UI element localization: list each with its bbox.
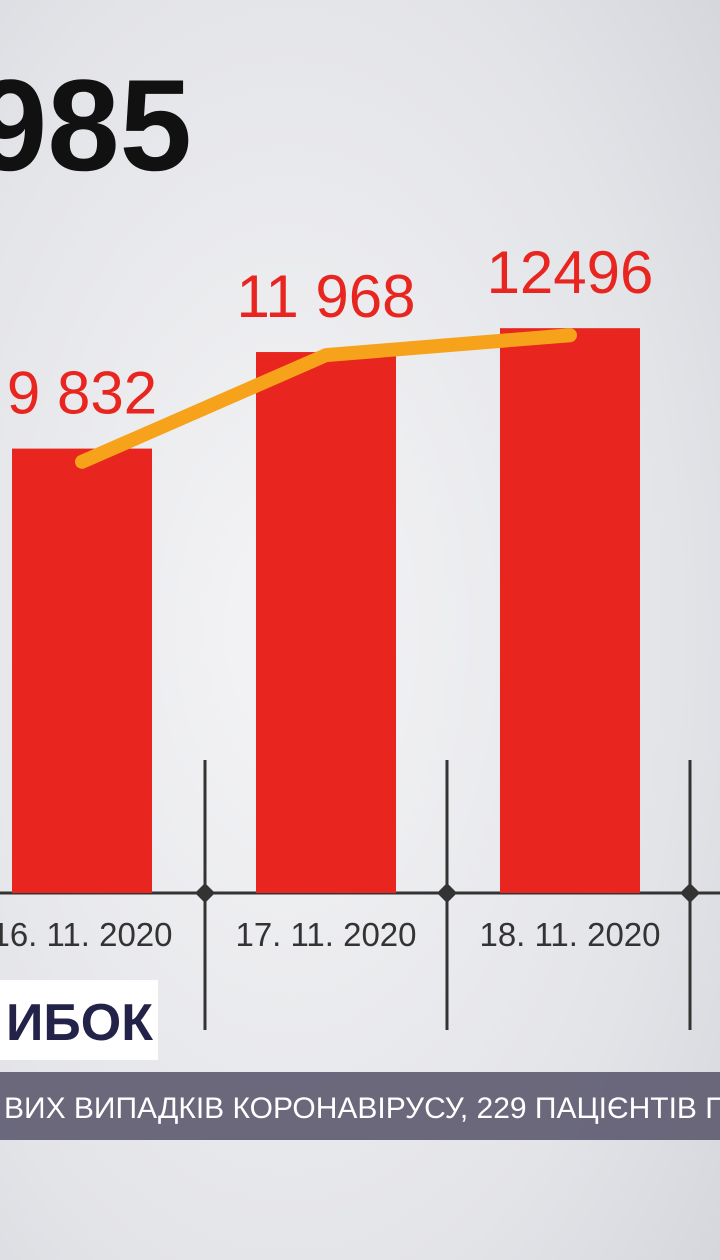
diamond bbox=[437, 883, 457, 903]
trend-line bbox=[75, 328, 577, 469]
bars bbox=[12, 328, 640, 893]
overlay: 9 832 16. 11. 2020 11 968 17. 11. 2020 12496… bbox=[0, 239, 661, 953]
value-label: 12496 bbox=[487, 239, 654, 306]
banner-box bbox=[0, 980, 158, 1060]
ticker-bar bbox=[0, 1072, 720, 1140]
ticker-text: ВИХ ВИПАДКІВ КОРОНАВІРУСУ, 229 ПАЦІЄНТІВ… bbox=[4, 1092, 720, 1125]
x-tick-label: 16. 11. 2020 bbox=[0, 916, 173, 953]
bar bbox=[500, 328, 640, 893]
x-tick-label: 17. 11. 2020 bbox=[235, 916, 416, 953]
banner-label: ИБОК bbox=[6, 994, 153, 1052]
diamond bbox=[680, 883, 700, 903]
x-tick-label: 18. 11. 2020 bbox=[479, 916, 660, 953]
chart-title: 985 bbox=[0, 52, 192, 198]
value-label: 9 832 bbox=[7, 360, 157, 427]
bar bbox=[256, 352, 396, 893]
diamond bbox=[195, 883, 215, 903]
bar bbox=[12, 448, 152, 893]
value-label: 11 968 bbox=[236, 263, 415, 330]
